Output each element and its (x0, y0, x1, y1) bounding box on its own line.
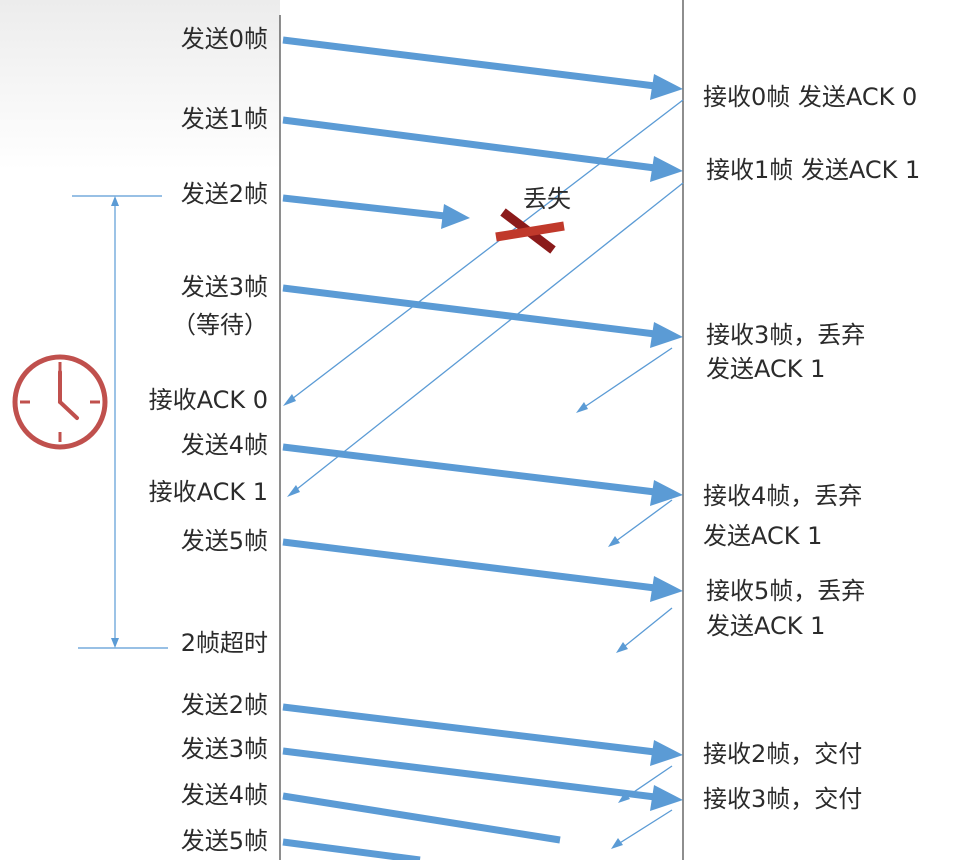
ack-1-dup-c (619, 607, 673, 651)
ack-1-dup-b (611, 499, 673, 545)
receiver-label-7: 发送ACK 1 (706, 612, 826, 640)
frame-arrow-0 (282, 36, 683, 100)
sender-label-send-4: 发送4帧 (180, 431, 268, 459)
receiver-label-1: 接收1帧 发送ACK 1 (706, 156, 921, 184)
sender-label-resend-3: 发送3帧 (180, 735, 268, 763)
sender-label-send-1: 发送1帧 (180, 105, 268, 133)
sender-label-resend-5: 发送5帧 (180, 827, 268, 855)
ack-3-line (614, 809, 673, 847)
sender-label-resend-2: 发送2帧 (180, 691, 268, 719)
timer-bracket (72, 195, 168, 649)
lost-label: 丢失 (523, 185, 571, 213)
ack-arrows (283, 99, 684, 849)
clock-icon (12, 354, 108, 450)
receiver-label-8: 接收2帧，交付 (703, 740, 863, 768)
receiver-label-4: 接收4帧，丢弃 (703, 482, 863, 510)
frame-arrow-2-lost (282, 194, 470, 229)
sender-label-send-3: 发送3帧 (180, 273, 268, 301)
frame-arrow-retx-3 (282, 747, 683, 811)
lost-x-mark (495, 208, 565, 254)
ack-1-head (287, 485, 300, 497)
frame-arrow-retx-4 (282, 792, 561, 844)
receiver-label-0: 接收0帧 发送ACK 0 (703, 83, 918, 111)
frame-arrow-4 (282, 443, 683, 506)
receiver-label-2: 接收3帧，丢弃 (706, 321, 866, 349)
ack-0-line (287, 99, 684, 403)
receiver-label-3: 发送ACK 1 (706, 355, 826, 383)
sender-label-recv-ack1: 接收ACK 1 (148, 478, 268, 506)
ack-2-line (621, 765, 673, 801)
frame-arrow-3 (282, 284, 683, 348)
sender-label-send-0: 发送0帧 (180, 25, 268, 53)
receiver-label-9: 接收3帧，交付 (703, 785, 863, 813)
frame-arrows (282, 36, 683, 860)
receiver-label-6: 接收5帧，丢弃 (706, 577, 866, 605)
ack-1-line (291, 182, 684, 494)
ack-0-head (283, 394, 296, 406)
receiver-label-5: 发送ACK 1 (703, 522, 823, 550)
background-panel (0, 0, 280, 170)
sender-label-resend-4: 发送4帧 (180, 781, 268, 809)
frame-arrow-retx-2 (282, 703, 683, 766)
sender-label-timeout: 2帧超时 (180, 629, 268, 657)
sender-label-waiting: （等待） (172, 311, 268, 339)
ack-1-dup-a (579, 347, 673, 411)
frame-arrow-retx-5 (282, 838, 421, 860)
sender-label-send-2: 发送2帧 (180, 180, 268, 208)
sender-label-recv-ack0: 接收ACK 0 (148, 386, 268, 414)
frame-arrow-5 (282, 538, 683, 602)
frame-arrow-1 (282, 116, 683, 182)
sender-label-send-5: 发送5帧 (180, 527, 268, 555)
